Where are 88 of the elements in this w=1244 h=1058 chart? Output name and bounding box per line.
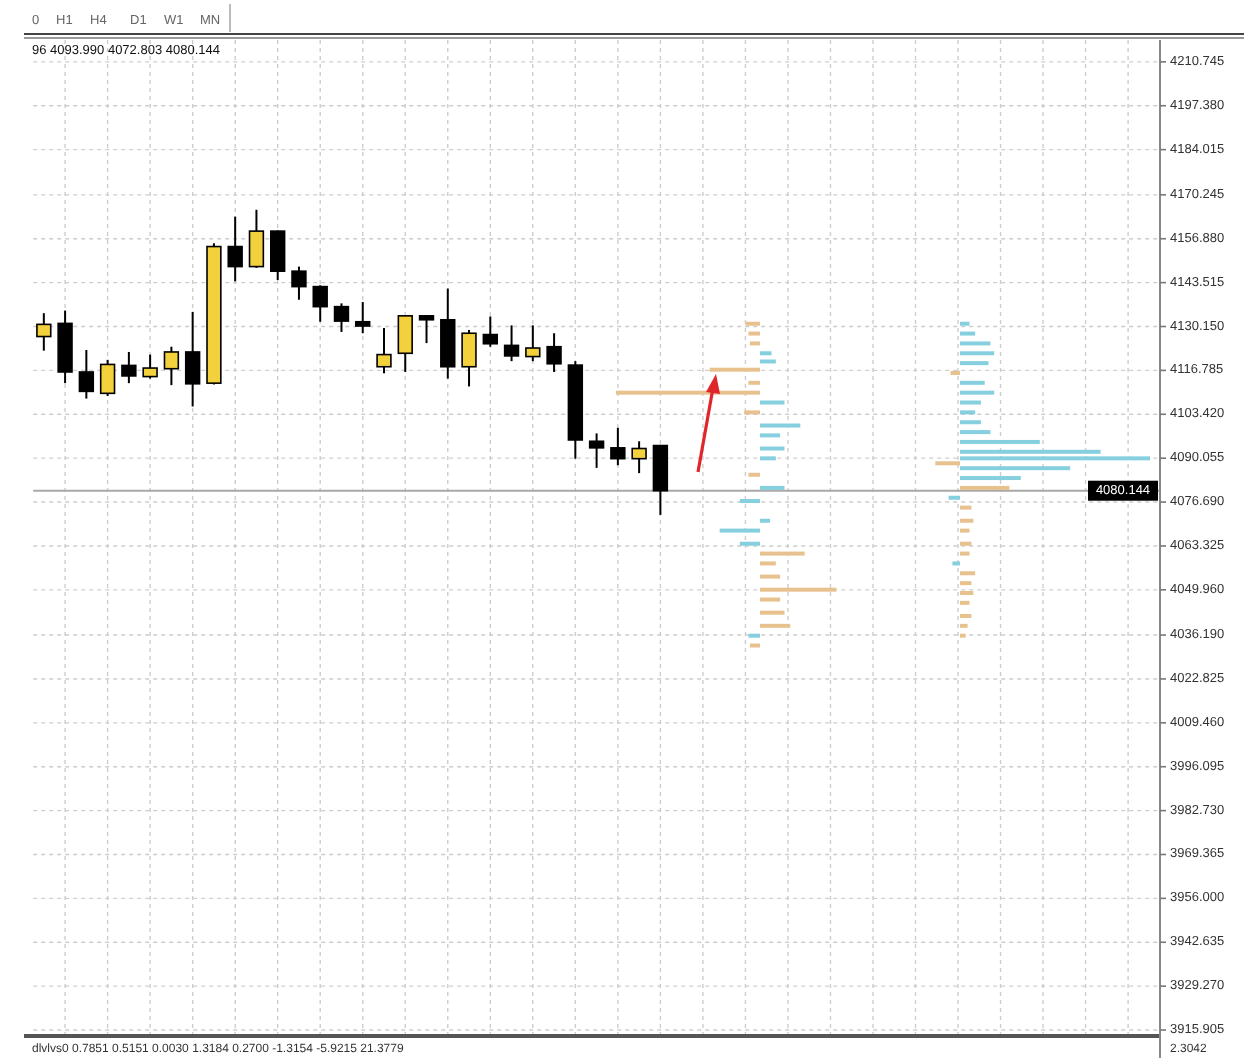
candlestick bbox=[461, 328, 477, 388]
bar bbox=[960, 541, 972, 546]
bar bbox=[960, 430, 991, 435]
bar bbox=[760, 623, 791, 628]
bar bbox=[748, 472, 760, 477]
candlestick bbox=[36, 312, 52, 352]
candlestick bbox=[631, 440, 647, 475]
candlestick bbox=[503, 324, 520, 363]
candlestick bbox=[525, 324, 541, 363]
candlestick bbox=[546, 332, 562, 373]
candlestick bbox=[376, 326, 392, 375]
bar bbox=[739, 541, 760, 546]
bar bbox=[760, 574, 781, 579]
bar bbox=[960, 551, 970, 556]
bar bbox=[719, 528, 760, 533]
bar bbox=[760, 423, 801, 428]
candlestick bbox=[184, 310, 201, 408]
candlestick bbox=[652, 444, 669, 516]
bar bbox=[760, 485, 785, 490]
bar bbox=[960, 390, 995, 395]
bar bbox=[760, 610, 785, 615]
bar bbox=[760, 587, 837, 592]
bar bbox=[960, 456, 1150, 461]
bar bbox=[960, 380, 985, 385]
bar bbox=[960, 485, 1010, 490]
candlestick bbox=[418, 314, 435, 345]
bar bbox=[748, 380, 760, 385]
bar bbox=[760, 561, 776, 566]
candlestick bbox=[227, 215, 243, 283]
bar bbox=[760, 551, 805, 556]
bar bbox=[744, 410, 760, 415]
candlestick bbox=[610, 426, 626, 467]
candlestick bbox=[440, 287, 456, 380]
bar bbox=[960, 590, 974, 595]
bar bbox=[960, 341, 991, 346]
bar bbox=[760, 456, 776, 461]
bar bbox=[616, 390, 760, 395]
bar bbox=[760, 597, 781, 602]
bar bbox=[748, 633, 760, 638]
bar bbox=[960, 505, 972, 510]
candlestick bbox=[99, 358, 116, 397]
bar bbox=[960, 466, 1071, 471]
bar bbox=[960, 528, 970, 533]
bar bbox=[745, 321, 760, 326]
bar bbox=[760, 433, 781, 438]
candlestick bbox=[482, 315, 499, 348]
bar bbox=[749, 341, 760, 346]
bar bbox=[760, 359, 776, 364]
bar bbox=[960, 571, 976, 576]
candlestick bbox=[248, 208, 265, 269]
bar bbox=[960, 439, 1040, 444]
candlestick bbox=[269, 229, 286, 282]
bar bbox=[960, 351, 995, 356]
candlestick bbox=[291, 265, 307, 301]
bar bbox=[960, 321, 970, 326]
bar bbox=[960, 613, 972, 618]
bar bbox=[760, 400, 785, 405]
bar bbox=[960, 410, 976, 415]
bar bbox=[952, 561, 960, 566]
bar bbox=[739, 499, 760, 504]
candlestick bbox=[142, 353, 158, 380]
candlestick bbox=[312, 284, 328, 323]
bar bbox=[948, 495, 960, 500]
bar bbox=[760, 351, 772, 356]
bar bbox=[960, 633, 966, 638]
bar bbox=[760, 446, 785, 451]
bar bbox=[960, 361, 989, 366]
bar bbox=[960, 476, 1021, 481]
bar bbox=[960, 600, 970, 605]
candlestick bbox=[588, 432, 605, 469]
bar bbox=[935, 461, 960, 466]
candlestick bbox=[397, 314, 413, 373]
bar bbox=[960, 581, 972, 586]
bar bbox=[960, 623, 968, 628]
candlestick bbox=[333, 302, 350, 333]
candlestick bbox=[163, 345, 180, 387]
bar bbox=[960, 518, 974, 523]
bar bbox=[760, 518, 771, 523]
bar bbox=[749, 643, 760, 648]
bar bbox=[950, 370, 960, 375]
bar bbox=[960, 400, 981, 405]
bar bbox=[709, 367, 760, 372]
candlestick bbox=[355, 301, 371, 335]
bar bbox=[960, 420, 981, 425]
bar bbox=[960, 331, 976, 336]
candlestick bbox=[78, 348, 95, 400]
candlestick bbox=[121, 350, 137, 385]
bar bbox=[748, 331, 760, 336]
